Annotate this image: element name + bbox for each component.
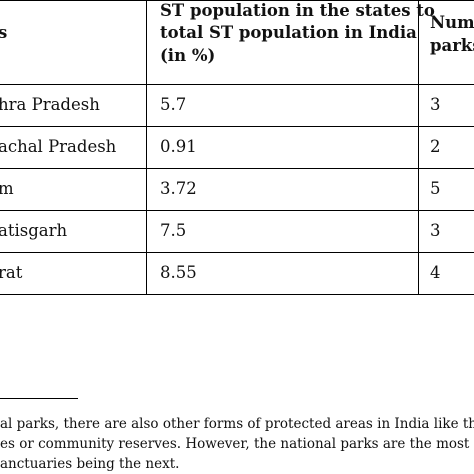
table-cell-parks: 3 (430, 221, 441, 240)
table-cell-st-pct: 5.7 (160, 95, 187, 114)
table-cell-state: hra Pradesh (0, 95, 100, 114)
table-cell-parks: 3 (430, 95, 441, 114)
table-rule-row (0, 210, 474, 211)
table-cell-parks: 5 (430, 179, 441, 198)
header-parks-line1: Num (430, 13, 474, 32)
table-rule-header (0, 84, 474, 85)
footnote-line-2: es or community reserves. However, the n… (0, 436, 474, 452)
table-cell-st-pct: 0.91 (160, 137, 197, 156)
table-cell-st-pct: 3.72 (160, 179, 197, 198)
header-parks-line2: parks (430, 36, 474, 55)
table-cell-st-pct: 7.5 (160, 221, 187, 240)
table-cell-parks: 4 (430, 263, 441, 282)
table-cell-state: rat (0, 263, 23, 282)
footnote-line-1: al parks, there are also other forms of … (0, 416, 474, 432)
table-column-divider (146, 0, 147, 295)
table-rule-row (0, 126, 474, 127)
header-st-population-line1: ST population in the states to (160, 1, 435, 20)
table-rule-row (0, 252, 474, 253)
table-cell-parks: 2 (430, 137, 441, 156)
footnote-separator (0, 398, 78, 399)
header-state: s (0, 23, 8, 42)
header-st-population-line3: (in %) (160, 46, 216, 65)
table-rule-row (0, 168, 474, 169)
table-rule-top (0, 0, 474, 1)
table-column-divider (418, 0, 419, 295)
footnote-line-3: anctuaries being the next. (0, 456, 180, 472)
table-rule-bottom (0, 294, 474, 295)
table-cell-state: achal Pradesh (0, 137, 117, 156)
table-cell-state: m (0, 179, 14, 198)
header-st-population-line2: total ST population in India (160, 23, 417, 42)
table-cell-st-pct: 8.55 (160, 263, 197, 282)
table-cell-state: atisgarh (0, 221, 68, 240)
